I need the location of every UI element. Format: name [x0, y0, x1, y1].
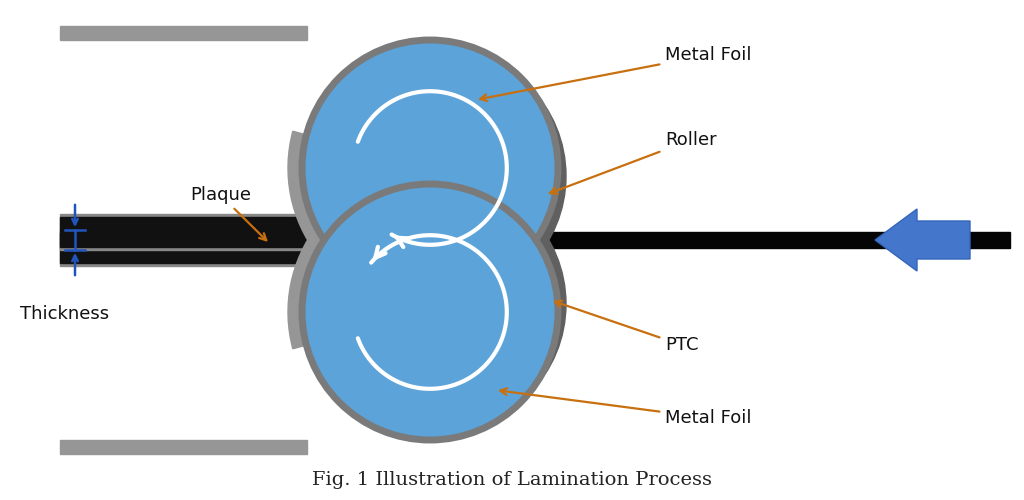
Bar — [60, 230, 445, 266]
Circle shape — [302, 40, 558, 296]
Bar — [60, 26, 307, 40]
Wedge shape — [288, 131, 430, 310]
Text: PTC: PTC — [555, 300, 698, 354]
Wedge shape — [288, 170, 430, 349]
Text: Metal Foil: Metal Foil — [500, 388, 752, 427]
Bar — [60, 440, 307, 454]
Bar — [430, 232, 1010, 248]
Text: Thickness: Thickness — [20, 305, 110, 323]
Bar — [60, 214, 445, 250]
Text: Plaque: Plaque — [190, 186, 266, 240]
Bar — [60, 217, 445, 247]
Text: Fig. 1 Illustration of Lamination Process: Fig. 1 Illustration of Lamination Proces… — [312, 471, 712, 489]
Bar — [60, 233, 445, 263]
Polygon shape — [874, 209, 970, 271]
Circle shape — [302, 184, 558, 440]
Circle shape — [310, 176, 566, 432]
Text: Roller: Roller — [550, 131, 717, 194]
Circle shape — [310, 48, 566, 304]
Text: Metal Foil: Metal Foil — [480, 46, 752, 101]
